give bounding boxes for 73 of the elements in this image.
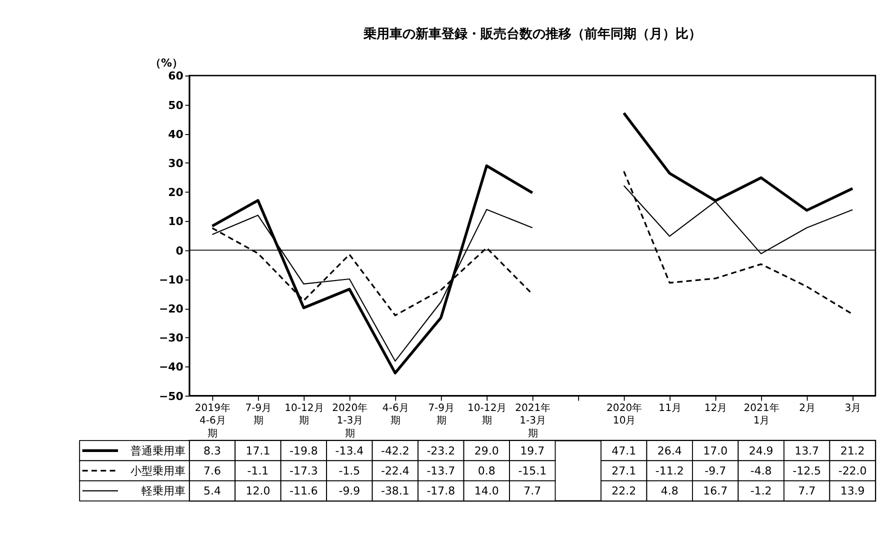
data-label: 22.2 xyxy=(612,484,636,498)
data-label: 16.7 xyxy=(703,484,728,498)
x-tick-label: 2月 xyxy=(799,402,816,414)
data-label: -42.2 xyxy=(380,444,410,458)
x-tick-label: 10-12月期 xyxy=(468,402,507,427)
x-tick-label: 2021年1-3月期 xyxy=(515,402,551,440)
data-label: 13.9 xyxy=(840,484,865,498)
data-label: -12.5 xyxy=(792,464,822,478)
y-tick-label: 50 xyxy=(168,98,184,112)
data-label: 27.1 xyxy=(612,464,636,478)
x-tick-label: 7-9月期 xyxy=(428,402,455,427)
data-label: 5.4 xyxy=(204,484,221,498)
data-label: -1.2 xyxy=(750,484,772,498)
data-label: -17.8 xyxy=(426,484,456,498)
data-label: 0.8 xyxy=(478,464,496,478)
data-label: -1.5 xyxy=(338,464,360,478)
data-label: -4.8 xyxy=(750,464,772,478)
data-label: 26.4 xyxy=(657,444,682,458)
data-label: -11.2 xyxy=(655,464,684,478)
y-tick-label: 30 xyxy=(168,156,184,170)
x-tick-label: 12月 xyxy=(704,402,728,414)
data-label: -17.3 xyxy=(290,464,318,478)
legend-label: 小型乗用車 xyxy=(130,464,186,478)
data-label: 7.6 xyxy=(204,464,221,478)
data-label: 29.0 xyxy=(474,444,499,458)
chart-title: 乗用車の新車登録・販売台数の推移（前年同期（月）比） xyxy=(362,26,702,42)
x-tick-label: 2019年4-6月期 xyxy=(194,402,230,440)
data-label: -15.1 xyxy=(518,464,547,478)
x-tick-label: 2020年1-3月期 xyxy=(332,402,368,440)
data-label: -22.4 xyxy=(380,464,410,478)
data-label: 17.1 xyxy=(246,444,270,458)
data-label: 7.7 xyxy=(524,484,542,498)
y-axis-title: （%） xyxy=(150,56,183,70)
legend-label: 軽乗用車 xyxy=(142,484,186,498)
x-tick-label: 10-12月期 xyxy=(284,402,324,427)
y-tick-label: 40 xyxy=(168,128,184,141)
x-tick-label: 11月 xyxy=(658,402,682,414)
x-tick-label: 7-9月期 xyxy=(245,402,272,427)
data-label: 24.9 xyxy=(748,444,774,458)
data-label: -19.8 xyxy=(290,444,318,458)
x-tick-label: 2021年1月 xyxy=(744,402,780,427)
x-tick-label: 3月 xyxy=(844,402,862,414)
y-tick-label: 10 xyxy=(168,215,184,228)
data-label: -11.6 xyxy=(290,484,318,498)
data-label: -9.9 xyxy=(338,484,360,498)
y-tick-label: −40 xyxy=(158,360,184,374)
y-tick-label: −10 xyxy=(158,273,184,286)
data-label: -9.7 xyxy=(704,464,726,478)
y-tick-label: 60 xyxy=(168,70,184,83)
y-tick-label: −20 xyxy=(158,302,184,316)
data-label: 7.7 xyxy=(798,484,816,498)
data-label: 21.2 xyxy=(840,444,865,458)
data-label: -13.4 xyxy=(335,444,364,458)
y-tick-label: −50 xyxy=(158,390,184,403)
x-tick-label: 2020年10月 xyxy=(606,402,642,427)
data-label: -1.1 xyxy=(247,464,269,478)
data-label: -13.7 xyxy=(426,464,456,478)
data-label: 14.0 xyxy=(474,484,499,498)
data-label: 4.8 xyxy=(660,484,678,498)
y-tick-label: 0 xyxy=(176,244,184,258)
data-label: 19.7 xyxy=(520,444,545,458)
data-label: 8.3 xyxy=(204,444,221,458)
data-label: -38.1 xyxy=(380,484,410,498)
legend-label: 普通乗用車 xyxy=(130,444,186,458)
x-tick-label: 4-6月期 xyxy=(382,402,409,427)
data-label: 12.0 xyxy=(246,484,270,498)
data-label: 47.1 xyxy=(612,444,636,458)
data-label: -22.0 xyxy=(838,464,867,478)
y-tick-label: 20 xyxy=(168,186,184,200)
data-label: 13.7 xyxy=(794,444,820,458)
y-tick-label: −30 xyxy=(158,332,184,345)
data-label: -23.2 xyxy=(426,444,456,458)
data-label: 17.0 xyxy=(703,444,728,458)
